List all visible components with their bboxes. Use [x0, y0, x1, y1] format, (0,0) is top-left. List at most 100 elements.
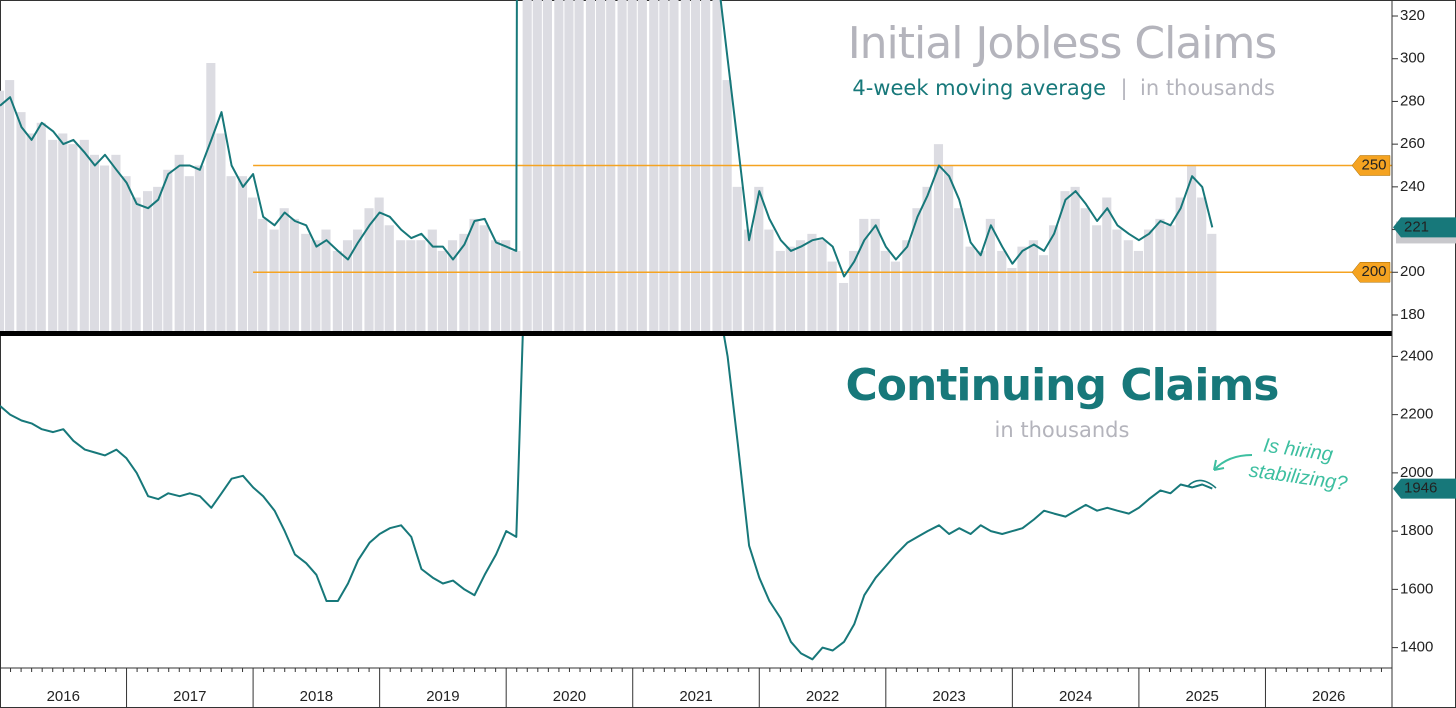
bar [880, 250, 890, 331]
x-tick-label: 2020 [553, 688, 586, 705]
y-tick-label: 2000 [1400, 464, 1433, 481]
last-value-tag [1393, 478, 1456, 499]
bar [975, 250, 985, 331]
bar [1007, 268, 1017, 331]
bar [795, 240, 806, 331]
reference-tag [1351, 155, 1391, 176]
y-tick-label: 280 [1400, 92, 1425, 109]
bar [301, 233, 311, 331]
y-tick-label: 300 [1400, 50, 1425, 67]
bar [153, 186, 163, 331]
x-tick-label: 2021 [679, 688, 712, 705]
bar [1070, 186, 1080, 331]
y-tick-label: 260 [1400, 135, 1425, 152]
bar [1123, 240, 1133, 331]
x-tick-label: 2023 [932, 688, 965, 705]
bar [985, 218, 995, 331]
unit-note: in thousands [995, 418, 1130, 442]
chart-title: Initial Jobless Claims [848, 18, 1277, 69]
y-tick-label: 1400 [1400, 639, 1433, 656]
last-value-tag [1393, 217, 1456, 238]
bar [859, 218, 869, 331]
bar [289, 218, 299, 331]
bar [311, 240, 321, 331]
bar [237, 176, 248, 331]
bar [775, 250, 785, 331]
bar [1038, 255, 1049, 331]
bar [1143, 229, 1154, 331]
last-value-label: 1946 [1404, 480, 1437, 497]
bar [121, 176, 131, 331]
bar [459, 233, 469, 331]
bar [1155, 218, 1165, 331]
reference-label: 250 [1361, 156, 1386, 173]
bar [1060, 191, 1070, 331]
panel-separator [0, 331, 1392, 336]
bar [5, 80, 15, 331]
bar [427, 229, 437, 331]
bar [406, 240, 416, 331]
last-value-label: 221 [1404, 218, 1429, 235]
bar [490, 240, 501, 331]
bar [131, 197, 141, 331]
bar [1092, 225, 1102, 331]
bar [722, 80, 732, 331]
bar [1080, 208, 1090, 331]
bar [1186, 165, 1197, 331]
line [0, 336, 1213, 661]
y-tick-label: 1600 [1400, 580, 1433, 597]
bar [36, 122, 46, 331]
y-tick-label: 240 [1400, 178, 1425, 195]
bar [1017, 246, 1027, 331]
bar [364, 208, 374, 331]
bar [206, 62, 216, 331]
bar [838, 282, 849, 331]
bar [827, 261, 837, 331]
annotation-arrow [1213, 454, 1253, 471]
bar [764, 229, 774, 331]
bar [142, 191, 153, 331]
plot-area [0, 336, 1213, 661]
bar [332, 250, 342, 331]
bar [1049, 225, 1059, 331]
chart-title: Continuing Claims [845, 360, 1278, 411]
x-tick-label: 2026 [1312, 688, 1345, 705]
bar [912, 208, 922, 331]
bar [279, 208, 289, 331]
bar [111, 154, 121, 331]
bar [342, 240, 353, 331]
bar [1197, 197, 1207, 331]
bar [321, 229, 331, 331]
reference-tag [1351, 262, 1391, 283]
bar [226, 176, 236, 331]
bar [99, 165, 110, 331]
bar [732, 186, 742, 331]
bar [785, 246, 795, 331]
bar [965, 246, 975, 331]
bar [416, 240, 426, 331]
bar [744, 229, 754, 331]
reference-label: 200 [1361, 263, 1386, 280]
bar [374, 197, 384, 331]
bar [58, 133, 68, 331]
annotation: stabilizing? [1248, 460, 1350, 496]
bar [174, 154, 184, 331]
bar [258, 218, 268, 331]
y-tick-label: 1800 [1400, 522, 1433, 539]
bar [944, 165, 954, 331]
bar [501, 240, 511, 331]
annotation-arc [1187, 479, 1217, 489]
bar [1102, 197, 1112, 331]
bar [479, 225, 489, 331]
bar [68, 144, 78, 331]
x-tick-label: 2018 [300, 688, 333, 705]
bar [870, 218, 880, 331]
bar [1175, 197, 1185, 331]
x-tick-label: 2025 [1185, 688, 1218, 705]
x-tick-label: 2019 [426, 688, 459, 705]
bar [184, 176, 194, 331]
subtitle-separator: | [1120, 76, 1127, 101]
bar [997, 250, 1007, 331]
subtitle: 4-week moving average [852, 76, 1106, 100]
